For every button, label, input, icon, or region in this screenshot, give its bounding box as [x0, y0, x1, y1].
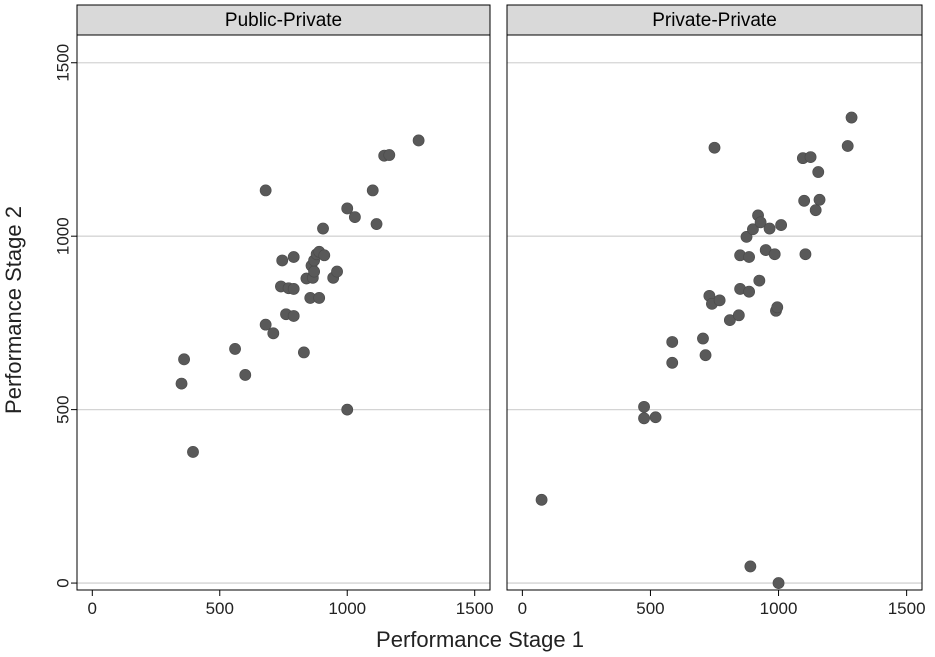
data-point	[297, 346, 310, 359]
data-point	[743, 251, 755, 263]
y-tick-label: 0	[54, 578, 73, 587]
data-point	[809, 204, 822, 217]
data-point	[535, 493, 548, 506]
data-point	[331, 265, 343, 278]
data-point	[713, 294, 726, 307]
data-point	[753, 274, 766, 287]
data-point	[229, 343, 241, 355]
data-point	[772, 577, 785, 589]
data-point	[348, 211, 361, 224]
x-tick-label: 1000	[328, 599, 366, 618]
data-point	[768, 248, 781, 261]
plot-frame	[76, 34, 491, 591]
data-point	[412, 134, 425, 147]
data-point	[178, 353, 190, 366]
data-point	[276, 254, 289, 267]
data-point	[259, 318, 272, 331]
data-point	[699, 349, 712, 362]
data-point	[638, 412, 650, 425]
data-point	[771, 301, 784, 314]
x-tick-label: 0	[88, 599, 97, 618]
y-axis-title: Performance Stage 2	[1, 206, 26, 414]
data-point	[175, 377, 188, 390]
data-point	[267, 327, 280, 340]
panel-title: Public-Private	[225, 10, 342, 31]
panel-1: Public-Private 0 500 1000 1500 0 500 1000 1500	[54, 4, 494, 618]
y-tick-label: 1000	[54, 217, 73, 255]
data-point	[366, 184, 379, 197]
x-tick-label: 1000	[760, 599, 798, 618]
panel-2: Private-Private 0 500 1000 1500	[506, 4, 926, 618]
x-tick-label: 500	[636, 599, 664, 618]
x-tick-label: 0	[518, 599, 527, 618]
data-point	[775, 219, 788, 231]
data-point	[341, 202, 354, 215]
data-point	[845, 111, 858, 124]
data-point	[743, 285, 755, 298]
data-point	[804, 151, 817, 163]
data-point	[812, 166, 825, 178]
data-point	[841, 140, 854, 152]
panel-title: Private-Private	[652, 10, 777, 31]
data-point	[317, 222, 329, 235]
data-point	[638, 400, 650, 413]
data-point	[308, 265, 320, 278]
data-point	[313, 292, 326, 304]
x-axis-title: Performance Stage 1	[376, 627, 584, 652]
data-point	[259, 184, 272, 197]
panel-strip	[76, 4, 491, 36]
data-point	[341, 403, 354, 416]
data-point	[813, 193, 826, 206]
data-point	[287, 310, 300, 322]
data-point	[383, 149, 396, 161]
data-point	[239, 369, 252, 381]
data-point	[649, 411, 662, 424]
y-tick-label: 1500	[54, 44, 73, 82]
x-tick-label: 1500	[456, 599, 494, 618]
data-point	[798, 194, 811, 207]
data-point	[697, 332, 709, 345]
data-point	[318, 249, 331, 262]
data-point	[370, 218, 383, 230]
data-point	[287, 283, 300, 295]
data-point	[187, 446, 199, 458]
y-tick-label: 500	[54, 395, 73, 423]
x-tick-label: 1500	[888, 599, 926, 618]
data-point	[723, 314, 736, 327]
data-point	[732, 309, 745, 322]
data-point	[666, 336, 679, 348]
data-point	[666, 356, 679, 369]
data-point	[740, 230, 753, 243]
data-point	[799, 248, 812, 261]
data-point	[287, 251, 300, 263]
data-point	[708, 141, 721, 154]
data-point	[763, 222, 776, 235]
data-point	[747, 223, 759, 236]
plot-frame	[506, 34, 923, 591]
x-tick-label: 500	[206, 599, 234, 618]
data-point	[744, 560, 757, 573]
data-point	[754, 216, 767, 229]
